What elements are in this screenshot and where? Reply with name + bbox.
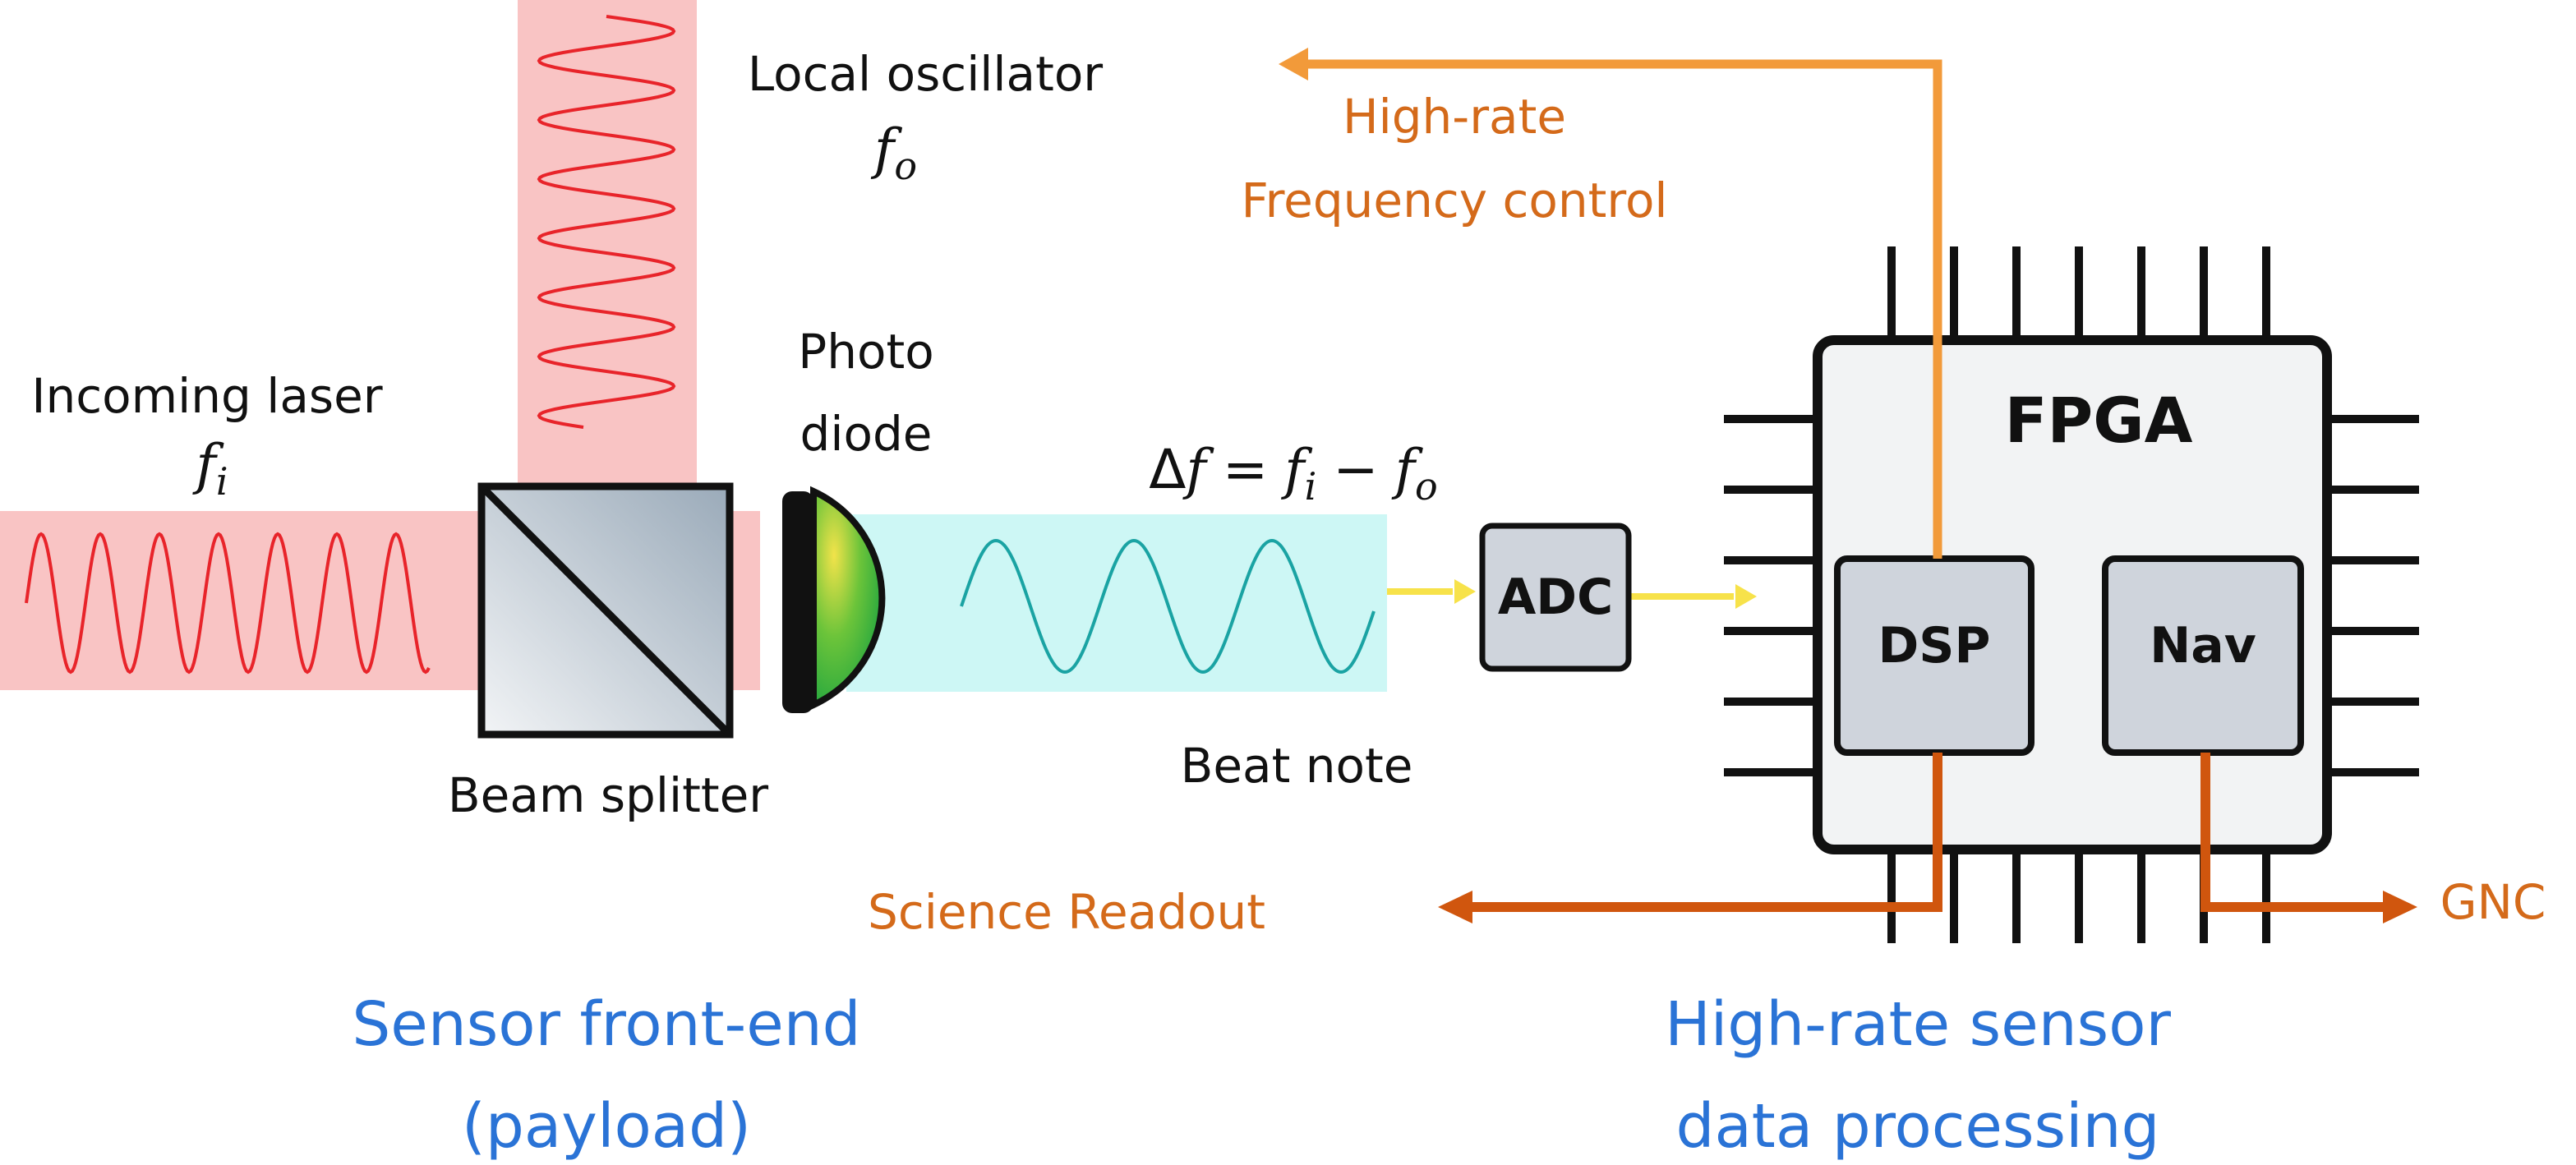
beam-splitter-icon xyxy=(477,482,734,739)
frequency-control-arrow xyxy=(1279,48,1942,559)
science-readout-label: Science Readout xyxy=(868,884,1265,940)
dsp-label: DSP xyxy=(1878,617,1991,675)
beat-note-label: Beat note xyxy=(1181,738,1413,794)
adc-block xyxy=(1479,523,1632,672)
beam-splitter-label: Beam splitter xyxy=(448,767,768,823)
fpga-label: FPGA xyxy=(2005,384,2193,457)
incoming-laser-wave xyxy=(25,532,431,675)
local-oscillator-wave xyxy=(537,15,676,429)
delta-f-equation: Δf = fi − fo xyxy=(1149,438,1438,509)
beat-note-band xyxy=(846,514,1387,692)
nav-label: Nav xyxy=(2150,617,2256,675)
gnc-label: GNC xyxy=(2440,874,2546,930)
beat-note-wave xyxy=(960,538,1376,675)
processing-title: High-rate sensor xyxy=(1665,989,2171,1060)
gnc-arrow xyxy=(2200,753,2417,923)
adc-label: ADC xyxy=(1498,569,1613,626)
photodiode-icon xyxy=(782,486,886,713)
high-rate-label: High-rate xyxy=(1343,89,1566,145)
processing-subtitle: data processing xyxy=(1675,1091,2159,1162)
sensor-frontend-subtitle: (payload) xyxy=(462,1091,751,1162)
adc-to-fpga-arrow xyxy=(1630,584,1757,609)
lo-freq-label: fo xyxy=(870,117,917,188)
incoming-freq-label: fi xyxy=(191,433,228,504)
photo-label: Photo xyxy=(798,324,933,380)
science-readout-arrow xyxy=(1438,753,1942,923)
sensor-frontend-title: Sensor front-end xyxy=(352,989,860,1060)
frequency-control-label: Frequency control xyxy=(1241,173,1667,228)
incoming-laser-label: Incoming laser xyxy=(31,368,382,424)
local-oscillator-label: Local oscillator xyxy=(748,46,1103,102)
diode-label: diode xyxy=(800,406,933,462)
beat-to-adc-arrow xyxy=(1387,579,1476,604)
